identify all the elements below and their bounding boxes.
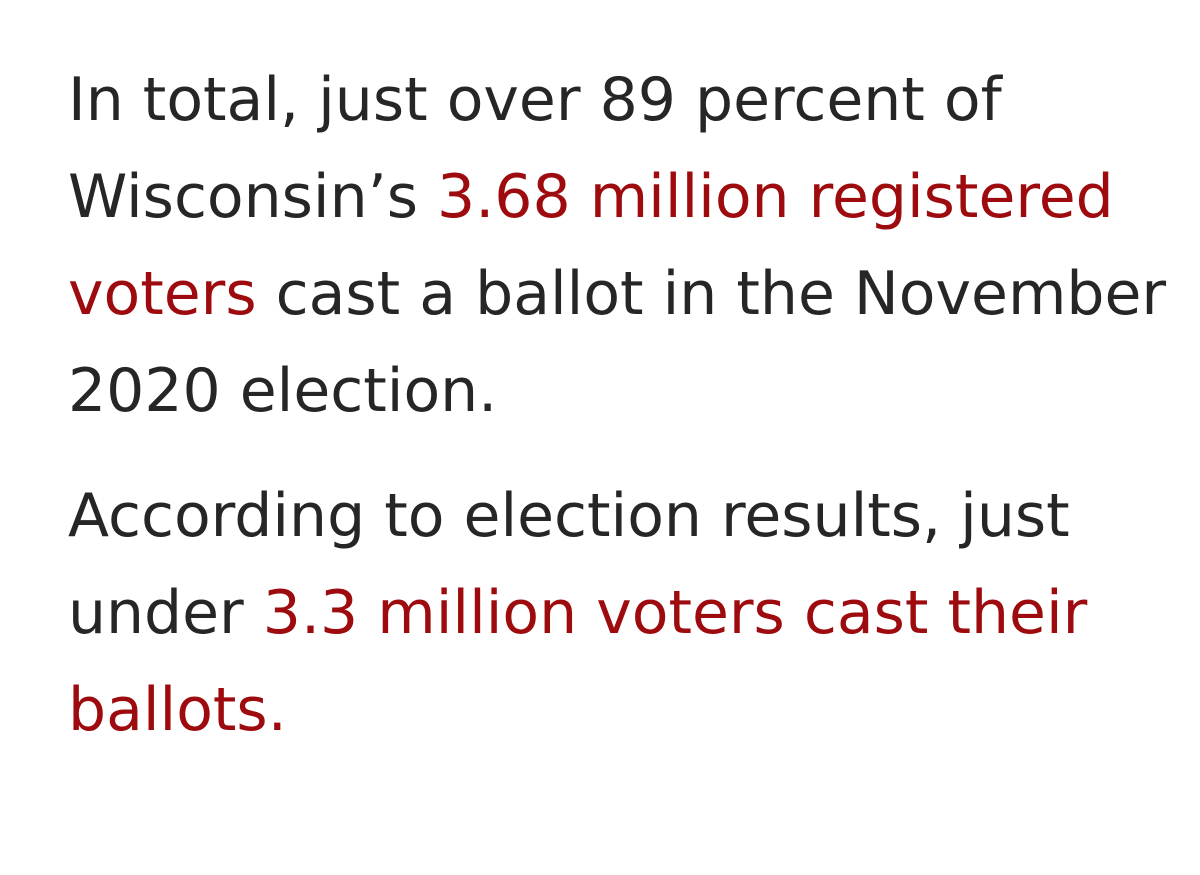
paragraph-results: According to election results, just unde… [68, 468, 1178, 759]
article-body: In total, just over 89 percent of Wiscon… [68, 52, 1178, 759]
paragraph-text: cast a ballot in the November 2020 elect… [68, 259, 1167, 426]
paragraph-text: In total, just over 89 percent of Wiscon… [68, 65, 1002, 232]
paragraph-turnout: In total, just over 89 percent of Wiscon… [68, 52, 1178, 440]
paragraph-text: According to election results, just unde… [68, 481, 1070, 648]
ballots-cast-link[interactable]: 3.3 million voters cast their ballots. [68, 578, 1088, 745]
registered-voters-link[interactable]: 3.68 million registered voters [68, 162, 1114, 329]
